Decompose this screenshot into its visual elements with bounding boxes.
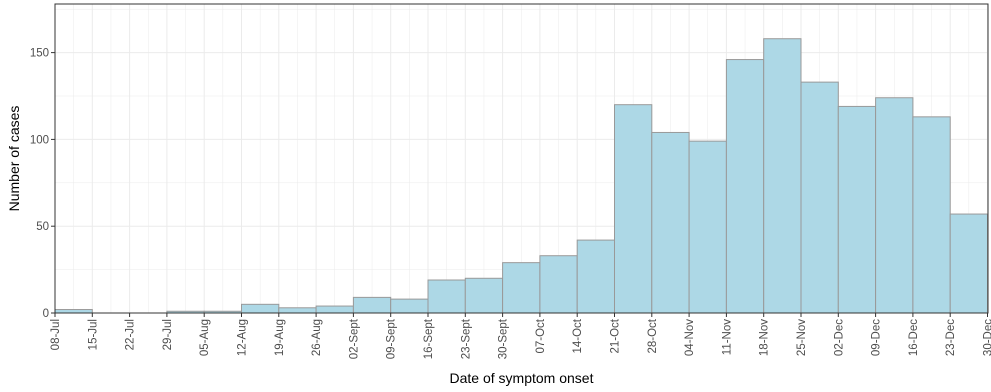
x-tick-label: 15-Jul [87, 319, 99, 350]
bar-08-Jul [55, 310, 92, 313]
x-tick-label: 30-Sept [498, 318, 510, 359]
bar-16-Dec [913, 117, 950, 313]
x-tick-label: 09-Sept [386, 318, 398, 359]
x-tick-label: 16-Sept [423, 318, 435, 359]
bar-21-Oct [615, 105, 652, 313]
bar-11-Nov [726, 60, 763, 313]
x-tick-label: 26-Aug [311, 319, 323, 356]
x-tick-label: 09-Dec [871, 319, 883, 356]
x-tick-label: 14-Oct [572, 318, 584, 353]
y-tick-label: 100 [30, 134, 49, 146]
x-axis-title: Date of symptom onset [450, 370, 594, 386]
x-tick-label: 07-Oct [535, 318, 547, 353]
bar-23-Dec [950, 214, 987, 313]
bar-02-Dec [838, 106, 875, 313]
x-tick-label: 21-Oct [610, 318, 622, 353]
x-tick-label: 29-Jul [162, 319, 174, 350]
y-tick-label: 150 [30, 48, 49, 60]
y-axis: 0 50 100 150 [30, 48, 55, 320]
bar-28-Oct [652, 132, 689, 313]
x-tick-label: 22-Jul [125, 319, 137, 350]
bar-04-Nov [689, 141, 726, 313]
x-tick-label: 18-Nov [759, 319, 771, 356]
bar-09-Sept [391, 299, 428, 313]
x-tick-label: 30-Dec [983, 319, 991, 356]
x-tick-label: 05-Aug [199, 319, 211, 356]
x-tick-label: 11-Nov [721, 319, 733, 355]
bar-26-Aug [316, 306, 353, 313]
x-tick-label: 16-Dec [908, 319, 920, 356]
bar-19-Aug [279, 308, 316, 313]
x-tick-label: 19-Aug [274, 319, 286, 356]
bar-23-Sept [465, 278, 502, 313]
bar-25-Nov [801, 82, 838, 313]
bar-09-Dec [876, 98, 913, 313]
x-tick-label: 28-Oct [647, 318, 659, 353]
y-axis-title: Number of cases [6, 106, 22, 212]
bar-30-Sept [503, 263, 540, 313]
x-tick-label: 23-Dec [945, 319, 957, 356]
y-tick-label: 50 [36, 221, 49, 233]
x-tick-label: 02-Sept [348, 318, 360, 359]
x-tick-label: 12-Aug [237, 319, 249, 356]
bar-07-Oct [540, 256, 577, 313]
x-axis: 08-Jul 15-Jul 22-Jul 29-Jul 05-Aug 12-Aug 19-A… [50, 313, 991, 359]
bar-16-Sept [428, 280, 465, 313]
bar-02-Sept [353, 297, 390, 313]
x-tick-label: 25-Nov [796, 319, 808, 356]
bar-14-Oct [577, 240, 614, 313]
bar-12-Aug [242, 304, 279, 313]
x-tick-label: 08-Jul [50, 319, 62, 350]
x-tick-label: 23-Sept [460, 318, 472, 359]
x-tick-label: 04-Nov [684, 319, 696, 356]
x-tick-label: 02-Dec [833, 319, 845, 356]
y-tick-label: 0 [43, 308, 49, 320]
bar-18-Nov [764, 39, 801, 313]
